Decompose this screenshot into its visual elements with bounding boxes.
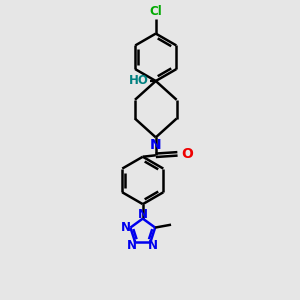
Text: N: N bbox=[148, 239, 158, 252]
Text: HO: HO bbox=[129, 74, 149, 87]
Text: N: N bbox=[122, 221, 131, 234]
Text: N: N bbox=[127, 239, 137, 252]
Text: N: N bbox=[150, 138, 162, 152]
Text: Cl: Cl bbox=[149, 5, 162, 18]
Text: O: O bbox=[181, 147, 193, 161]
Text: N: N bbox=[138, 208, 148, 221]
